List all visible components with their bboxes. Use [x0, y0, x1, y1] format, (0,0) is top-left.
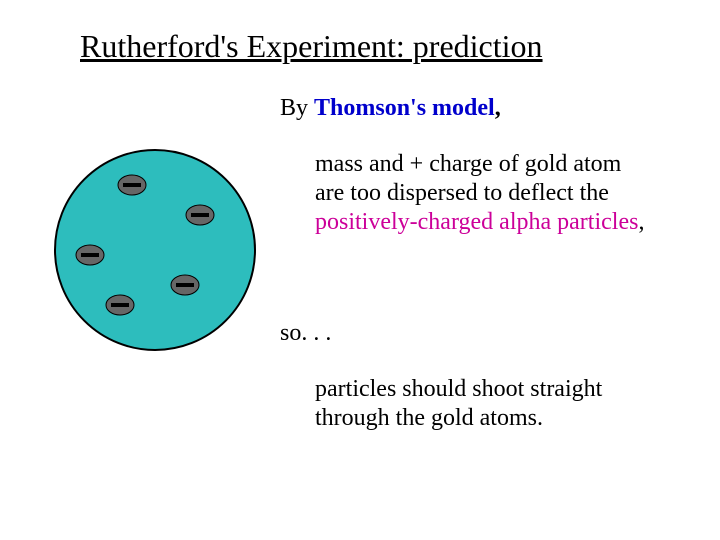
atom-svg — [50, 145, 260, 355]
electron-minus-bar — [123, 183, 141, 187]
so-text: so. . . — [280, 320, 331, 347]
paragraph1-part1: mass and + charge of gold atom are too d… — [315, 151, 621, 206]
subtitle-comma: , — [495, 95, 501, 121]
electron-minus-bar — [111, 303, 129, 307]
paragraph-2: particles should shoot straight through … — [315, 375, 665, 433]
electron-minus-bar — [191, 213, 209, 217]
subtitle-highlight: Thomson's model — [314, 95, 495, 121]
electron-minus-bar — [81, 253, 99, 257]
slide-title: Rutherford's Experiment: prediction — [80, 28, 543, 65]
subtitle-prefix: By — [280, 95, 314, 121]
subtitle: By Thomson's model, — [280, 95, 501, 122]
electron-minus-bar — [176, 283, 194, 287]
atom-diagram — [50, 145, 260, 355]
paragraph1-pink: positively-charged alpha particles — [315, 209, 638, 235]
paragraph-1: mass and + charge of gold atom are too d… — [315, 150, 655, 236]
paragraph1-comma: , — [638, 209, 644, 235]
